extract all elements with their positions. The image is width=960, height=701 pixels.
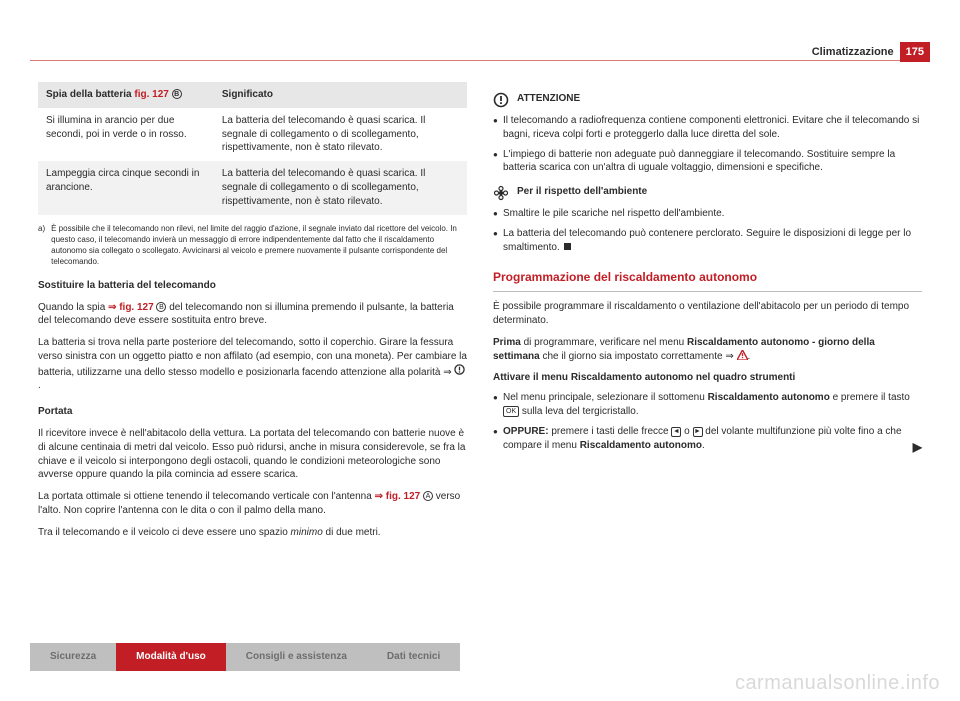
footer-tabs: Sicurezza Modalità d'uso Consigli e assi…: [30, 643, 460, 671]
watermark: carmanualsonline.info: [735, 672, 940, 695]
tab-modalita-uso[interactable]: Modalità d'uso: [116, 643, 226, 671]
text-bold: Prima: [493, 337, 521, 348]
tab-sicurezza[interactable]: Sicurezza: [30, 643, 116, 671]
warning-triangle-icon: [737, 350, 748, 360]
attention-title: ATTENZIONE: [517, 92, 580, 106]
list-item: Il telecomando a radiofrequenza contiene…: [493, 114, 922, 142]
list-item: Nel menu principale, selezionare il sott…: [493, 391, 922, 419]
list-item: Smaltire le pile scariche nel rispetto d…: [493, 207, 922, 221]
section-title: Programmazione del riscaldamento autonom…: [493, 269, 922, 286]
th1-figref: fig. 127: [134, 89, 168, 100]
text: .: [702, 440, 705, 451]
text: Nel menu principale, selezionare il sott…: [503, 392, 708, 403]
text: e premere il tasto: [830, 392, 910, 403]
section-name: Climatizzazione: [812, 46, 894, 58]
section-rule: [493, 291, 922, 292]
text: di programmare, verificare nel menu: [521, 337, 687, 348]
table-header-col2: Significato: [214, 82, 467, 108]
left-arrow-key-icon: ◄: [671, 427, 681, 437]
table-row: Si illumina in arancio per due secondi, …: [38, 108, 467, 161]
right-column: ATTENZIONE Il telecomando a radiofrequen…: [493, 82, 922, 540]
table-cell: Si illumina in arancio per due secondi, …: [38, 108, 214, 161]
list-item: La batteria del telecomando può contener…: [493, 227, 922, 255]
paragraph: Quando la spia ⇒ fig. 127 B del telecoma…: [38, 301, 467, 329]
th1-marker: B: [172, 89, 182, 99]
subheading-activate-menu: Attivare il menu Riscaldamento autonomo …: [493, 371, 922, 385]
list-item: L'impiego di batterie non adeguate può d…: [493, 148, 922, 176]
paragraph: È possibile programmare il riscaldamento…: [493, 300, 922, 328]
flower-icon: [493, 185, 509, 201]
paragraph: La batteria si trova nella parte posteri…: [38, 336, 467, 393]
activate-menu-list: Nel menu principale, selezionare il sott…: [493, 391, 922, 452]
marker-b: B: [156, 302, 166, 312]
table-row: Lampeggia circa cinque secondi in aranci…: [38, 161, 467, 214]
columns: Spia della batteria fig. 127 B Significa…: [38, 82, 922, 540]
table-header-col1: Spia della batteria fig. 127 B: [38, 82, 214, 108]
paragraph: Il ricevitore invece è nell'abitacolo de…: [38, 427, 467, 482]
page-number-badge: 175: [900, 42, 930, 62]
page: Climatizzazione 175 Spia della batteria …: [0, 0, 960, 701]
text: sulla leva del tergicristallo.: [519, 406, 639, 417]
table-cell: La batteria del telecomando è quasi scar…: [214, 108, 467, 161]
paragraph: Tra il telecomando e il veicolo ci deve …: [38, 526, 467, 540]
left-column: Spia della batteria fig. 127 B Significa…: [38, 82, 467, 540]
table-cell: La batteria del telecomando è quasi scar…: [214, 161, 467, 214]
battery-led-table: Spia della batteria fig. 127 B Significa…: [38, 82, 467, 215]
emphasis: minimo: [291, 527, 323, 538]
list-item: OPPURE: premere i tasti delle frecce ◄ o…: [493, 425, 922, 453]
tab-consigli-assistenza[interactable]: Consigli e assistenza: [226, 643, 367, 671]
subheading-range: Portata: [38, 405, 467, 419]
th1-prefix: Spia della batteria: [46, 89, 134, 100]
marker-a: A: [423, 491, 433, 501]
text: o: [681, 426, 692, 437]
text: premere i tasti delle frecce: [549, 426, 672, 437]
fig-ref: ⇒ fig. 127: [108, 302, 154, 313]
fig-ref: ⇒ fig. 127: [375, 491, 421, 502]
footnote-text: È possibile che il telecomando non rilev…: [51, 223, 467, 267]
footnote: a) È possibile che il telecomando non ri…: [38, 223, 467, 267]
environment-list: Smaltire le pile scariche nel rispetto d…: [493, 207, 922, 254]
environment-title: Per il rispetto dell'ambiente: [517, 185, 647, 199]
text: Tra il telecomando e il veicolo ci deve …: [38, 527, 291, 538]
paragraph: Prima di programmare, verificare nel men…: [493, 336, 922, 364]
text-bold: OPPURE:: [503, 426, 549, 437]
text: Attivare il menu: [493, 372, 571, 383]
header-rule: [30, 60, 930, 61]
text: La batteria si trova nella parte posteri…: [38, 337, 467, 378]
text-bold: Riscaldamento autonomo: [571, 372, 693, 383]
tab-dati-tecnici[interactable]: Dati tecnici: [367, 643, 460, 671]
continuation-icon: ▶: [913, 439, 922, 456]
paragraph: La portata ottimale si ottiene tenendo i…: [38, 490, 467, 518]
footnote-key: a): [38, 223, 45, 267]
text-bold: Riscaldamento autonomo: [580, 440, 702, 451]
text: che il giorno sia impostato correttament…: [540, 351, 737, 362]
table-cell: Lampeggia circa cinque secondi in aranci…: [38, 161, 214, 214]
text-bold: Riscaldamento autonomo: [708, 392, 830, 403]
text: nel quadro strumenti: [693, 372, 795, 383]
text: di due metri.: [323, 527, 381, 538]
attention-heading: ATTENZIONE: [493, 92, 922, 108]
warning-circle-icon: [493, 92, 509, 108]
subheading-replace-battery: Sostituire la batteria del telecomando: [38, 279, 467, 293]
text: La portata ottimale si ottiene tenendo i…: [38, 491, 375, 502]
text: Quando la spia: [38, 302, 108, 313]
ok-key-icon: OK: [503, 406, 519, 417]
section-end-icon: [564, 243, 571, 250]
attention-list: Il telecomando a radiofrequenza contiene…: [493, 114, 922, 175]
warning-circle-icon: [454, 364, 465, 375]
right-arrow-key-icon: ►: [693, 427, 703, 437]
environment-heading: Per il rispetto dell'ambiente: [493, 185, 922, 201]
header: Climatizzazione 175: [812, 42, 930, 62]
